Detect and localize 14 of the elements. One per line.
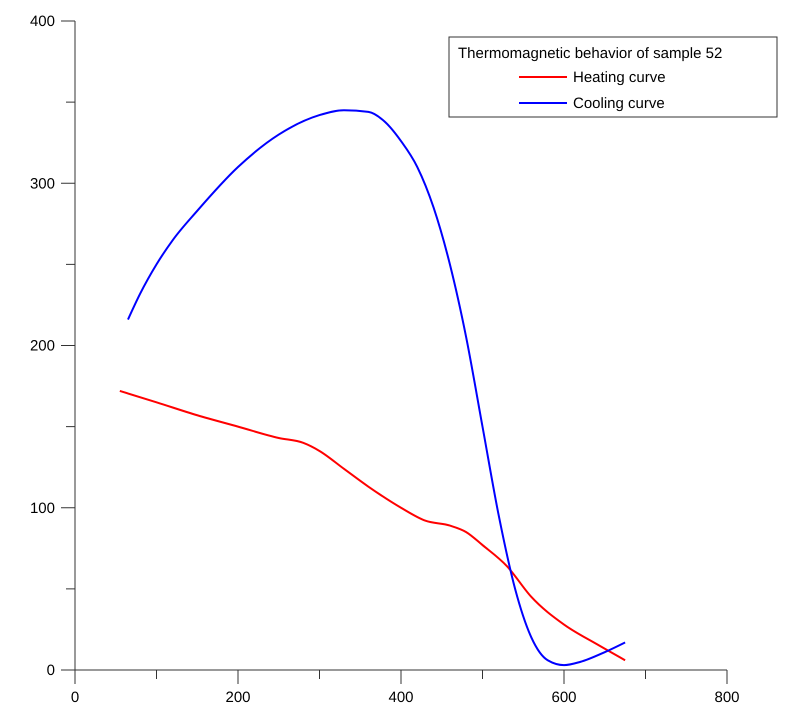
x-tick-label: 400 bbox=[388, 689, 414, 706]
x-tick-label: 200 bbox=[225, 689, 251, 706]
x-tick-label: 600 bbox=[551, 689, 577, 706]
legend-label: Cooling curve bbox=[573, 95, 665, 112]
line-series bbox=[118, 390, 626, 662]
x-tick-label: 800 bbox=[714, 689, 740, 706]
legend-label: Heating curve bbox=[573, 69, 666, 86]
x-tick-label: 0 bbox=[70, 689, 80, 706]
y-tick-label: 200 bbox=[30, 338, 55, 354]
y-tick-label: 100 bbox=[30, 500, 55, 517]
y-tick-label: 300 bbox=[30, 175, 55, 192]
legend-title: Thermomagnetic behavior of sample 52 bbox=[458, 45, 722, 62]
y-tick-label: 0 bbox=[46, 662, 55, 679]
y-tick-label: 400 bbox=[30, 13, 55, 30]
